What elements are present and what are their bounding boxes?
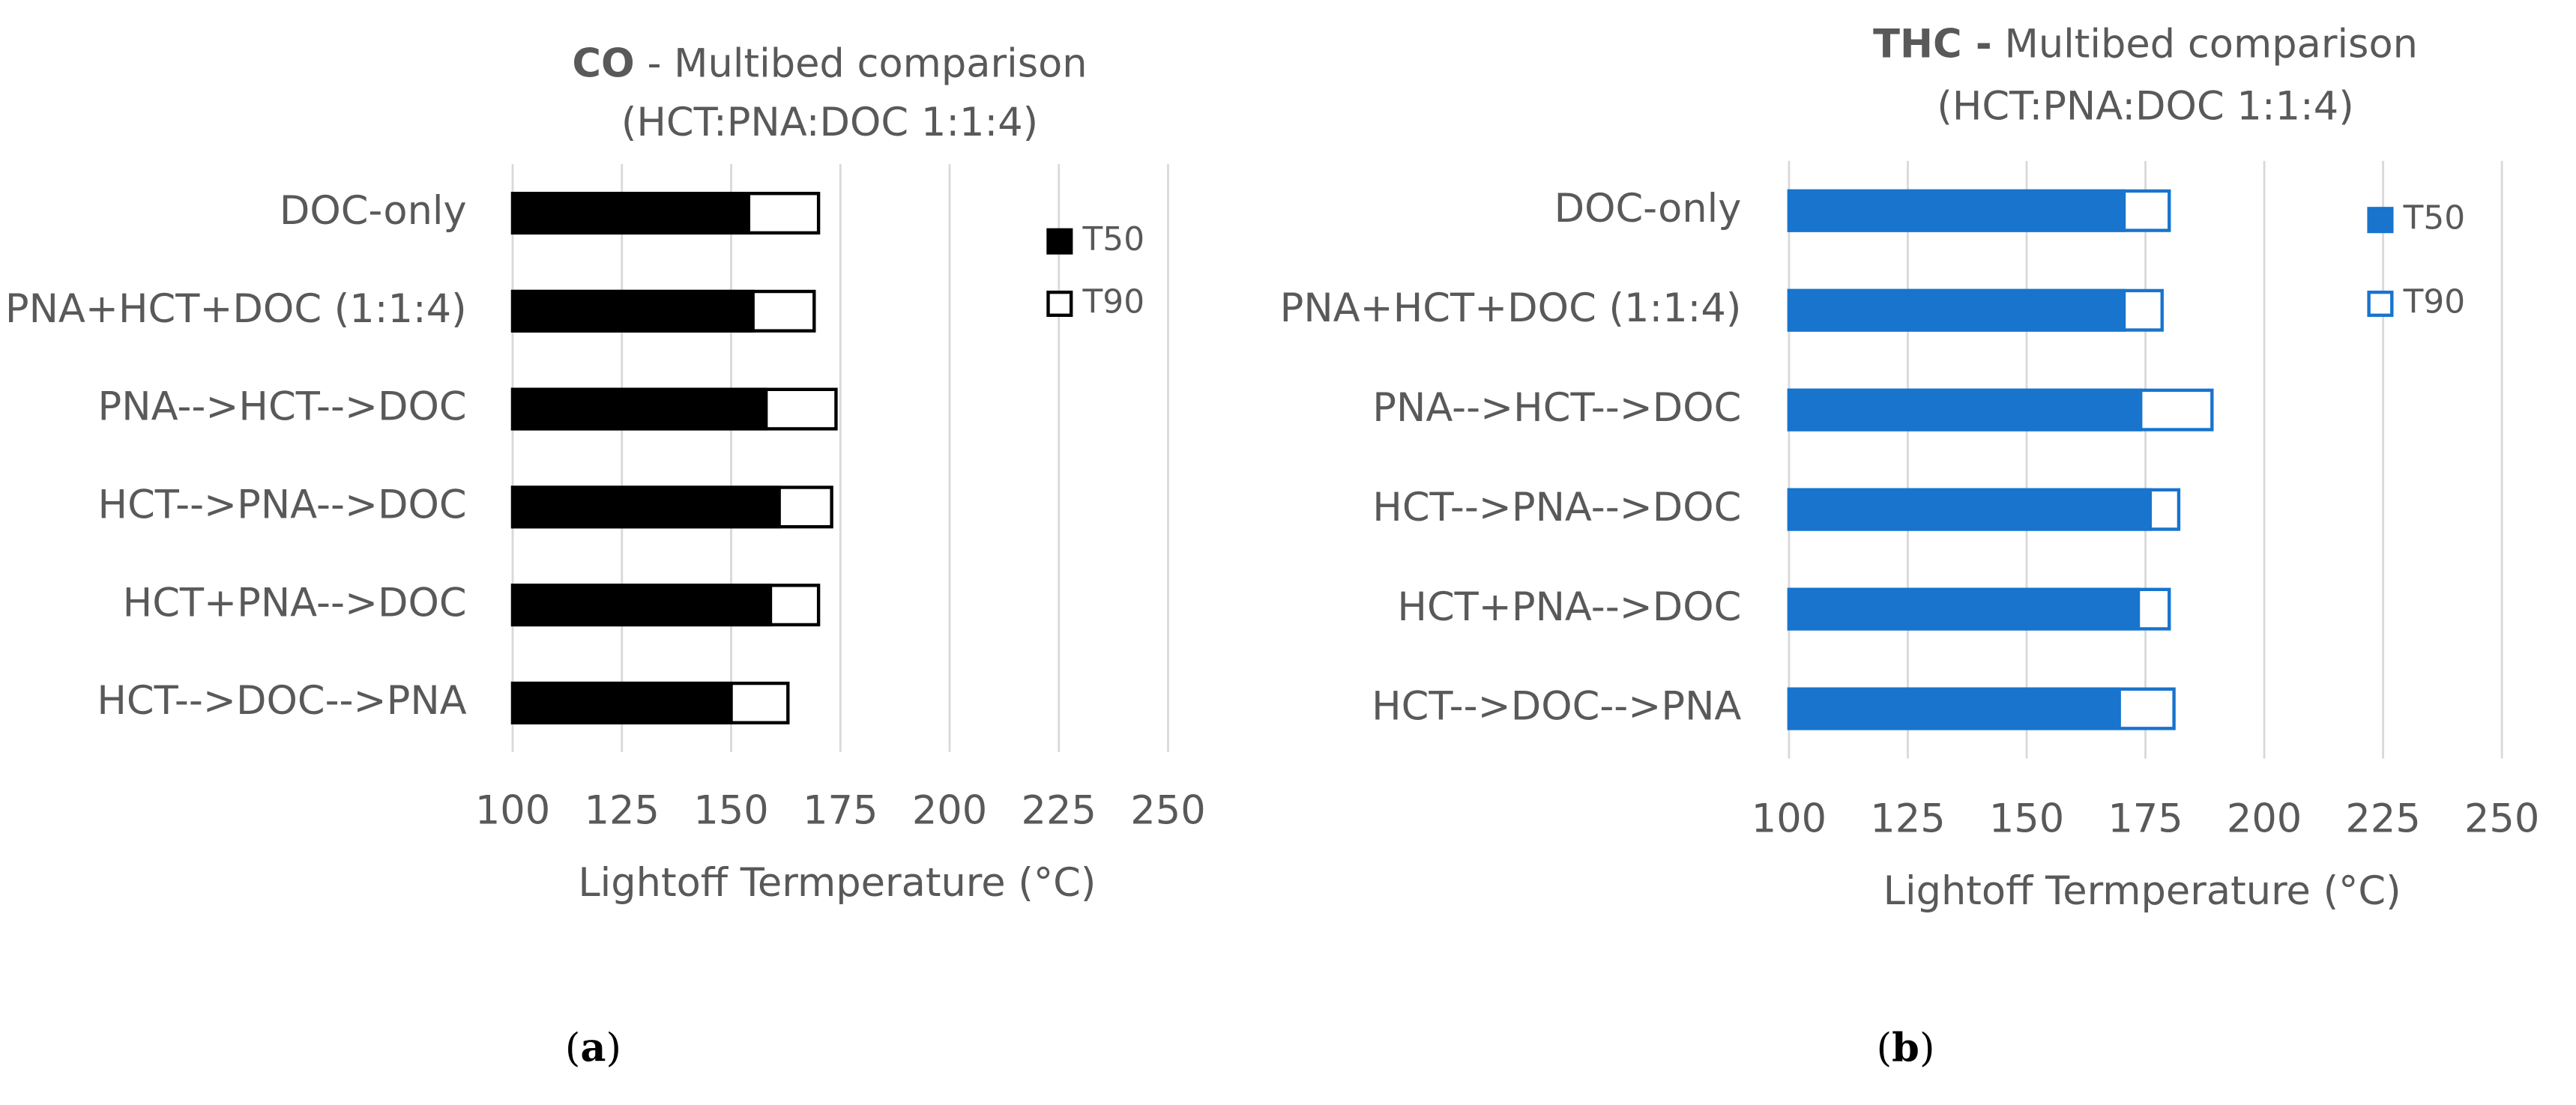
category-label: HCT+PNA-->DOC xyxy=(1397,584,1741,630)
x-tick-label: 250 xyxy=(2464,796,2539,841)
caption-part: ) xyxy=(1919,1025,1935,1071)
category-label: HCT-->DOC-->PNA xyxy=(97,678,466,724)
x-tick-label: 100 xyxy=(475,788,550,834)
x-tick-label: 225 xyxy=(2345,796,2420,841)
bar xyxy=(510,485,781,529)
category-label: PNA+HCT+DOC (1:1:4) xyxy=(1280,285,1742,331)
bar xyxy=(1787,288,2126,332)
caption-part: ) xyxy=(606,1025,621,1071)
x-tick-label: 150 xyxy=(1989,796,2064,841)
category-label: HCT+PNA-->DOC xyxy=(123,580,467,626)
caption-part: ( xyxy=(1877,1025,1892,1071)
chart-title: THC - Multibed comparison xyxy=(1873,21,2418,67)
bar xyxy=(1787,189,2126,232)
caption-part: a xyxy=(580,1025,606,1071)
bar xyxy=(510,387,768,431)
legend-label: T90 xyxy=(2403,282,2466,321)
category-label: HCT-->PNA-->DOC xyxy=(98,482,467,528)
legend-label: T50 xyxy=(1082,220,1145,258)
category-label: HCT-->PNA-->DOC xyxy=(1372,485,1741,530)
caption-part: ( xyxy=(565,1025,581,1071)
caption: (a) xyxy=(565,1025,621,1071)
caption: (b) xyxy=(1877,1025,1935,1071)
legend-label: T90 xyxy=(1082,282,1145,321)
category-label: PNA-->HCT-->DOC xyxy=(98,384,467,430)
title-rest: - Multibed comparison xyxy=(635,40,1088,86)
x-tick-label: 125 xyxy=(585,788,660,834)
chart-title: CO - Multibed comparison xyxy=(572,40,1087,86)
legend-swatch xyxy=(2367,207,2394,234)
bar xyxy=(510,289,755,333)
title-rest: Multibed comparison xyxy=(1992,21,2418,67)
caption-part: b xyxy=(1892,1025,1919,1071)
x-tick-label: 175 xyxy=(2108,796,2183,841)
bar xyxy=(1787,388,2143,432)
bar xyxy=(1787,687,2121,730)
category-label: DOC-only xyxy=(1554,186,1742,231)
category-label: PNA+HCT+DOC (1:1:4) xyxy=(5,286,467,332)
x-tick-label: 125 xyxy=(1870,796,1945,841)
category-label: PNA-->HCT-->DOC xyxy=(1372,385,1741,431)
bar xyxy=(1787,587,2141,631)
x-tick-label: 200 xyxy=(2227,796,2302,841)
x-axis-label: Lightoff Termperature (°C) xyxy=(578,860,1096,906)
chart-subtitle: (HCT:PNA:DOC 1:1:4) xyxy=(1937,83,2353,129)
x-tick-label: 200 xyxy=(912,788,987,834)
bar xyxy=(510,681,733,724)
x-axis-label: Lightoff Termperature (°C) xyxy=(1883,868,2401,914)
chart: THC - Multibed comparison (HCT:PNA:DOC 1:… xyxy=(1280,21,2540,1071)
category-label: HCT-->DOC-->PNA xyxy=(1372,684,1741,730)
legend-swatch xyxy=(1046,228,1073,255)
title-bold: THC - xyxy=(1873,21,1992,67)
category-label: DOC-only xyxy=(280,188,467,234)
legend-label: T50 xyxy=(2403,199,2466,237)
x-tick-label: 250 xyxy=(1130,788,1205,834)
bar xyxy=(510,192,751,235)
x-tick-label: 225 xyxy=(1022,788,1097,834)
bar xyxy=(510,584,773,627)
x-tick-label: 100 xyxy=(1752,796,1827,841)
legend-swatch xyxy=(2367,290,2394,317)
x-tick-label: 150 xyxy=(693,788,768,834)
legend-swatch xyxy=(1046,290,1073,317)
x-tick-label: 175 xyxy=(803,788,878,834)
chart: CO - Multibed comparison (HCT:PNA:DOC 1:1… xyxy=(5,40,1206,1071)
bar xyxy=(1787,488,2153,531)
chart-subtitle: (HCT:PNA:DOC 1:1:4) xyxy=(621,100,1038,145)
title-bold: CO xyxy=(572,40,634,86)
